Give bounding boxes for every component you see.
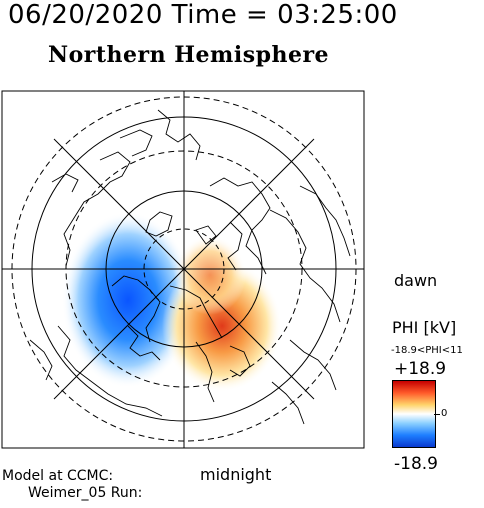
coastlines: [29, 109, 351, 425]
midnight-label: midnight: [200, 465, 272, 484]
model-label: Model at CCMC:: [2, 468, 114, 484]
timestamp: 06/20/2020 Time = 03:25:00: [8, 0, 398, 30]
colorbar-zero-tick: [434, 414, 440, 415]
colorbar-zero-label: 0: [441, 408, 448, 419]
polar-map: [1, 90, 365, 449]
colorbar-title: PHI [kV]: [392, 318, 457, 337]
plot-title: Northern Hemisphere: [48, 42, 330, 68]
colorbar-min-label: -18.9: [394, 454, 438, 474]
colorbar-max-label: +18.9: [394, 359, 447, 379]
colorbar: [392, 380, 436, 448]
dawn-label: dawn: [394, 271, 438, 290]
meridian-diag-2: [53, 138, 315, 400]
positive-potential-upper: [174, 235, 246, 315]
colorbar-range: -18.9<PHI<11: [391, 345, 463, 356]
run-label: Weimer_05 Run:: [28, 485, 143, 501]
